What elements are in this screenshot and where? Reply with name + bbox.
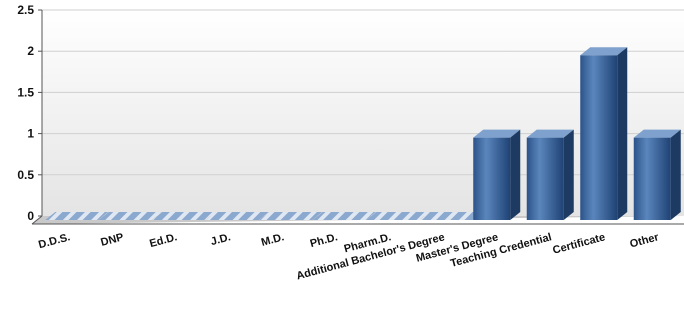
bar-zero: [366, 212, 430, 220]
bar-top: [633, 129, 681, 138]
bar-top: [473, 129, 521, 138]
bar-top: [580, 47, 628, 56]
x-tick-label: DNP: [99, 231, 125, 249]
bar: [526, 137, 564, 220]
bar-side: [670, 129, 681, 220]
bar-zero: [419, 212, 483, 220]
bar-zero: [312, 212, 376, 220]
y-tick-label: 2: [27, 44, 34, 58]
bar-zero: [98, 212, 162, 220]
x-tick-label: M.D.: [260, 231, 286, 249]
bar-side: [563, 129, 574, 220]
y-tick-label: 2.5: [17, 3, 34, 17]
x-tick-label: Ph.D.: [309, 231, 339, 250]
bar-top: [526, 129, 574, 138]
x-tick-label: Ed.D.: [148, 231, 178, 250]
bar-zero: [45, 212, 109, 220]
bar: [473, 137, 511, 220]
bar-zero: [152, 212, 216, 220]
bars-group: [45, 47, 681, 221]
bar-side: [510, 129, 521, 220]
bar: [580, 55, 618, 221]
bar-zero: [205, 212, 269, 220]
x-tick-label: J.D.: [209, 231, 232, 248]
bar-zero: [259, 212, 323, 220]
bar-side: [617, 47, 628, 221]
plot-background: [42, 10, 684, 216]
axis-corner: [31, 215, 43, 225]
plot-area: [32, 9, 684, 224]
y-tick-label: 1.5: [17, 85, 34, 99]
x-tick-label: Certificate: [551, 231, 606, 257]
x-tick-label: Other: [629, 231, 661, 250]
y-tick-label: 0.5: [17, 168, 34, 182]
y-tick-label: 0: [27, 209, 34, 223]
bar: [633, 137, 671, 220]
x-tick-label: D.D.S.: [37, 231, 71, 251]
y-tick-label: 1: [27, 127, 34, 141]
